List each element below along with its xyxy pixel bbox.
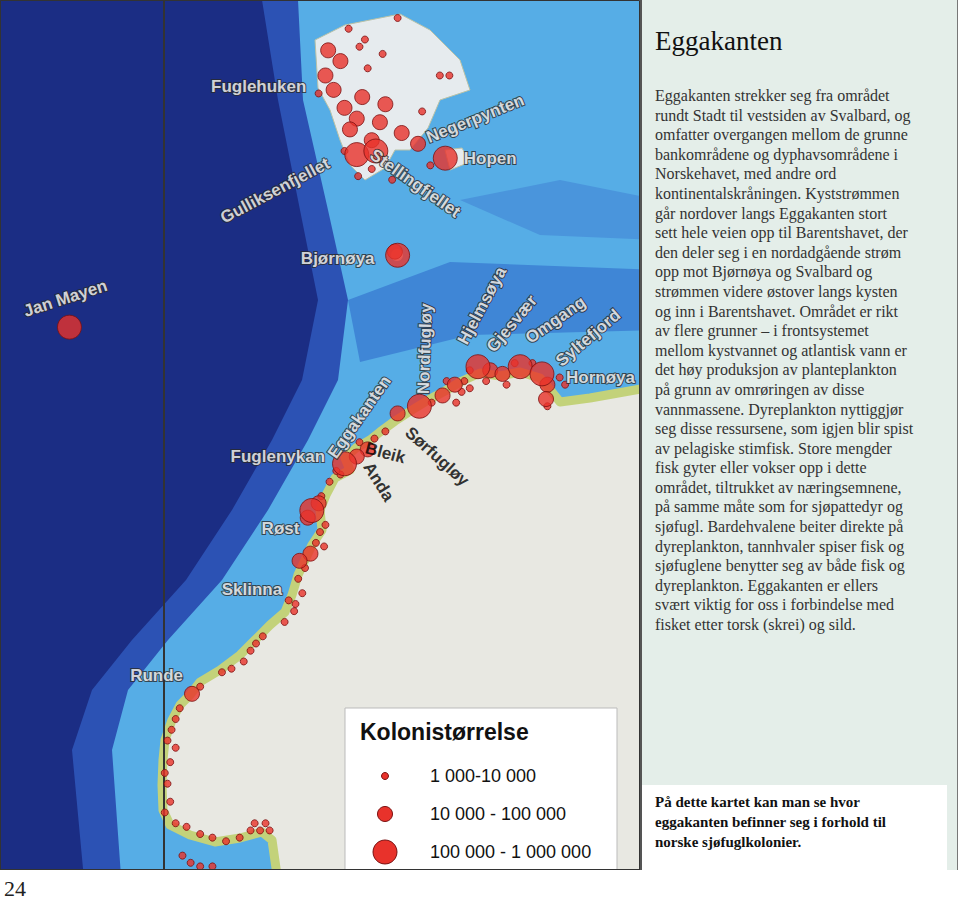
svg-text:Fuglenykan: Fuglenykan [231,447,325,466]
html-text:fisket etter torsk (skrei) og: fisket etter torsk (skrei) og sild. [655,616,856,633]
html-text:dyreplankton. Eggakanten er el: dyreplankton. Eggakanten er ellers [655,576,878,594]
svg-text:Hjelmsøya: Hjelmsøya [453,263,511,348]
svg-text:Hopen: Hopen [464,149,517,168]
html-text:av flere grunner – i frontsyst: av flere grunner – i frontsystemet [655,322,869,340]
html-text:På dette kartet kan man se hvo: På dette kartet kan man se hvor [655,794,860,810]
svg-text:Nordfugløy: Nordfugløy [414,303,436,395]
html-text:sjøfuglene benytter seg av båd: sjøfuglene benytter seg av både fisk og [655,557,905,575]
svg-text:Anda: Anda [359,459,398,506]
html-text:24: 24 [4,876,26,901]
html-text:svært viktig for oss i forbind: svært viktig for oss i forbindelse med [655,596,895,614]
html-text:kontinentalskråningen. Kyststr: kontinentalskråningen. Kyststrømmen [655,185,900,202]
html-text:sett hele veien opp til Barent: sett hele veien opp til Barentshavet, de… [655,224,908,242]
svg-text:Fuglehuken: Fuglehuken [211,77,306,96]
svg-text:Gjesvær: Gjesvær [482,291,542,356]
svg-text:10 000 - 100 000: 10 000 - 100 000 [430,804,566,824]
svg-text:Bleik: Bleik [363,438,408,468]
html-text:den deler seg i en nordadgåend: den deler seg i en nordadgående strøm [655,243,902,261]
svg-text:Omgang: Omgang [521,292,590,348]
html-text:opp mot Bjørnøya og Svalbard o: opp mot Bjørnøya og Svalbard og [655,263,873,281]
html-text:omfatter overgangen mellom de: omfatter overgangen mellom de grunne [655,126,908,144]
svg-text:Sørfugløy: Sørfugløy [401,423,473,491]
svg-text:Hornøya: Hornøya [566,368,636,387]
html-text:Norskehavet, med andre ord: Norskehavet, med andre ord [655,165,837,183]
html-text:norske sjøfuglkolonier.: norske sjøfuglkolonier. [655,834,802,850]
svg-text:Negerpynten: Negerpynten [424,90,527,147]
html-text:Eggakanten: Eggakanten [655,26,783,56]
html-text:bankområdene og dyphavsområden: bankområdene og dyphavsområdene i [655,145,898,163]
html-text:Eggakanten strekker seg fra om: Eggakanten strekker seg fra området [655,87,890,104]
html-text:og inn i Barentshavet. Området: og inn i Barentshavet. Området er rikt [655,302,898,320]
svg-text:Syltefjord: Syltefjord [552,305,624,370]
svg-text:Jan Mayen: Jan Mayen [21,276,109,321]
svg-text:Stellingfjellet: Stellingfjellet [367,145,465,221]
html-text:eggakanten befinner seg i forh: eggakanten befinner seg i forhold til [655,814,886,830]
html-text:strømmen videre østover langs: strømmen videre østover langs kysten [655,282,898,300]
html-text:dyreplankton, tannhvaler spise: dyreplankton, tannhvaler spiser fisk og [655,537,905,555]
html-text:rundt Stadt til vestsiden av S: rundt Stadt til vestsiden av Svalbard, o… [655,106,911,124]
svg-text:100 000 - 1 000 000: 100 000 - 1 000 000 [430,842,591,862]
html-text:seg disse ressursene, som igje: seg disse ressursene, som igjen blir spi… [655,420,914,438]
svg-text:Gulliksenfjellet: Gulliksenfjellet [217,154,333,228]
html-text:går nordover langs Eggakanten: går nordover langs Eggakanten stort [655,204,887,222]
html-text:fisk gyter eller vokser opp i: fisk gyter eller vokser opp i dette [655,459,867,477]
svg-text:Runde: Runde [130,666,183,685]
html-text:vannmassene. Dyreplankton nytt: vannmassene. Dyreplankton nyttiggjør [655,400,904,418]
html-text:på grunn av omrøringen av diss: på grunn av omrøringen av disse [655,380,865,398]
svg-text:Sklinna: Sklinna [222,580,283,599]
html-text:på samme måte som for sjøpatte: på samme måte som for sjøpattedyr og [655,498,903,516]
html-text:området, tiltrukket av nærings: området, tiltrukket av næringsemnene, [655,478,902,496]
html-text:sjøfugl. Bardehvalene beiter d: sjøfugl. Bardehvalene beiter direkte på [655,518,904,536]
svg-text:1 000-10 000: 1 000-10 000 [430,766,536,786]
html-text:det høy produksjon av plantepl: det høy produksjon av planteplankton [655,361,897,379]
svg-text:Bjørnøya: Bjørnøya [301,249,375,268]
html-text:av pelagiske stimfisk. Store m: av pelagiske stimfisk. Store mengder [655,439,892,457]
svg-text:Røst: Røst [262,519,300,538]
html-text:mellom kystvannet og atlantisk: mellom kystvannet og atlantisk vann er [655,341,907,359]
svg-text:Kolonistørrelse: Kolonistørrelse [360,719,529,745]
svg-text:Eggakanten: Eggakanten [324,372,395,462]
